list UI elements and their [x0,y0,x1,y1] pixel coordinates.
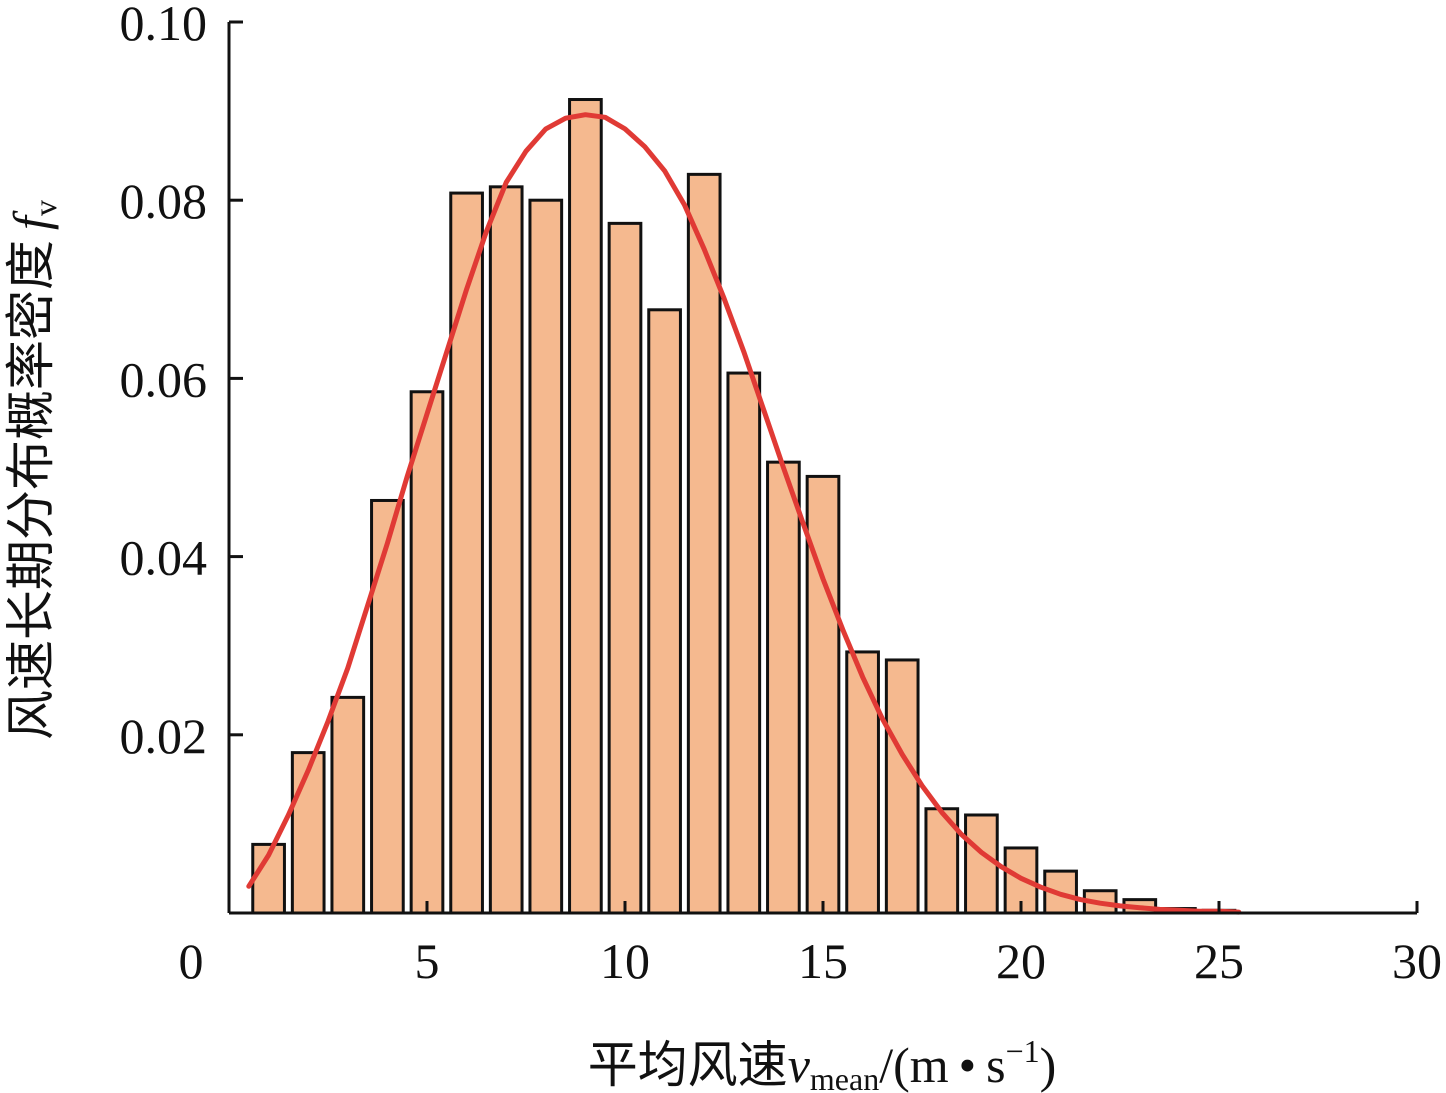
histogram-bar-14 [766,460,801,915]
y-tick-label: 0.04 [120,530,208,586]
x-axis-title-dot: • [959,1037,977,1093]
x-axis-title-prefix: 平均风速 [588,1036,788,1093]
histogram-bar-5 [409,390,445,915]
x-axis-title-subscript: mean [810,1061,879,1093]
x-axis-title-superscript: −1 [1006,1033,1040,1069]
x-tick-label: 10 [600,933,650,989]
density-fit-curve [246,112,1242,915]
y-axis-ticks: 0.02 0.04 0.06 0.08 0.10 [120,0,243,764]
histogram-bar-13 [726,371,762,915]
x-axis-title-variable: v [788,1037,811,1093]
x-axis-title-unit-close: ) [1040,1037,1057,1093]
x-axis-ticks: 0 5 10 15 20 25 30 [179,901,1442,989]
histogram-bar-4 [370,498,405,915]
x-tick-label: 15 [798,933,848,989]
x-axis-title-unit-open: /(m [879,1037,949,1093]
y-axis-title-prefix: 风速长期分布概率密度 [2,240,60,740]
x-tick-label: 20 [996,933,1046,989]
histogram-bar-3 [330,695,366,915]
x-tick-label: 30 [1392,933,1442,989]
y-axis-title-subscript: v [27,200,63,216]
histogram-bar-10 [607,221,643,915]
histogram-bar-11 [647,308,682,915]
histogram-bar-12 [686,172,722,915]
histogram-bar-6 [449,191,484,915]
histogram-bar-8 [528,198,564,915]
histogram-bar-17 [884,658,920,915]
y-axis-title: 风速长期分布概率密度fv [2,200,63,740]
histogram-bar-16 [845,650,880,915]
x-tick-label: 5 [415,933,440,989]
x-tick-label: 0 [179,933,204,989]
x-axis-title-unit-s: s [986,1037,1005,1093]
histogram-bar-7 [488,185,524,915]
histogram-bar-9 [568,98,603,915]
histogram-bar-2 [290,751,326,915]
x-tick-label: 25 [1194,933,1244,989]
x-axis-title: 平均风速vmean/(m • s−1) [588,1033,1057,1093]
y-tick-label: 0.02 [120,708,208,764]
y-tick-label: 0.08 [120,173,208,229]
y-tick-label: 0.06 [120,351,208,407]
y-tick-label: 0.10 [120,0,208,51]
histogram-bar-19 [964,813,999,915]
